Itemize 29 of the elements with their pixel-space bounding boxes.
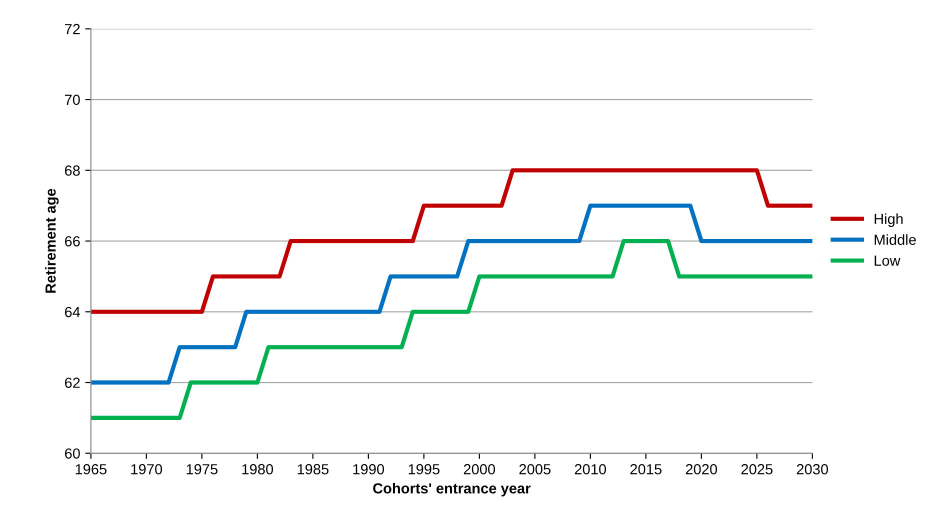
y-tick-label: 64	[64, 306, 80, 318]
x-tick-label: 2020	[686, 464, 718, 474]
y-tick-label: 66	[64, 236, 80, 246]
x-tick-label: 2010	[574, 464, 606, 474]
x-tick-label: 1980	[242, 464, 274, 474]
y-axis-title: Retirement age	[45, 188, 59, 293]
x-tick-label: 2005	[519, 464, 550, 474]
y-tick-label: 68	[64, 165, 80, 176]
x-axis-title: Cohorts' entrance year	[373, 482, 531, 496]
x-tick-label: 1990	[353, 464, 384, 474]
x-tick-label: 2015	[630, 464, 662, 474]
legend-label: Middle	[874, 234, 916, 245]
x-tick-label: 2000	[464, 464, 496, 474]
legend-label: High	[874, 213, 903, 227]
y-tick-label: 72	[65, 24, 80, 34]
y-tick-label: 60	[64, 448, 80, 459]
legend-label: Low	[874, 256, 900, 266]
line-series	[90, 204, 812, 385]
line-series	[90, 168, 812, 314]
line-series	[90, 238, 812, 420]
x-tick-label: 1965	[76, 464, 106, 474]
x-tick-label: 1995	[408, 464, 440, 474]
y-tick-label: 62	[64, 378, 80, 388]
x-tick-label: 1975	[186, 464, 218, 474]
x-tick-label: 1985	[298, 464, 328, 474]
x-tick-label: 2030	[796, 464, 828, 474]
y-tick-label: 70	[65, 94, 80, 105]
x-tick-label: 1970	[131, 464, 162, 474]
x-tick-label: 2025	[741, 464, 772, 474]
